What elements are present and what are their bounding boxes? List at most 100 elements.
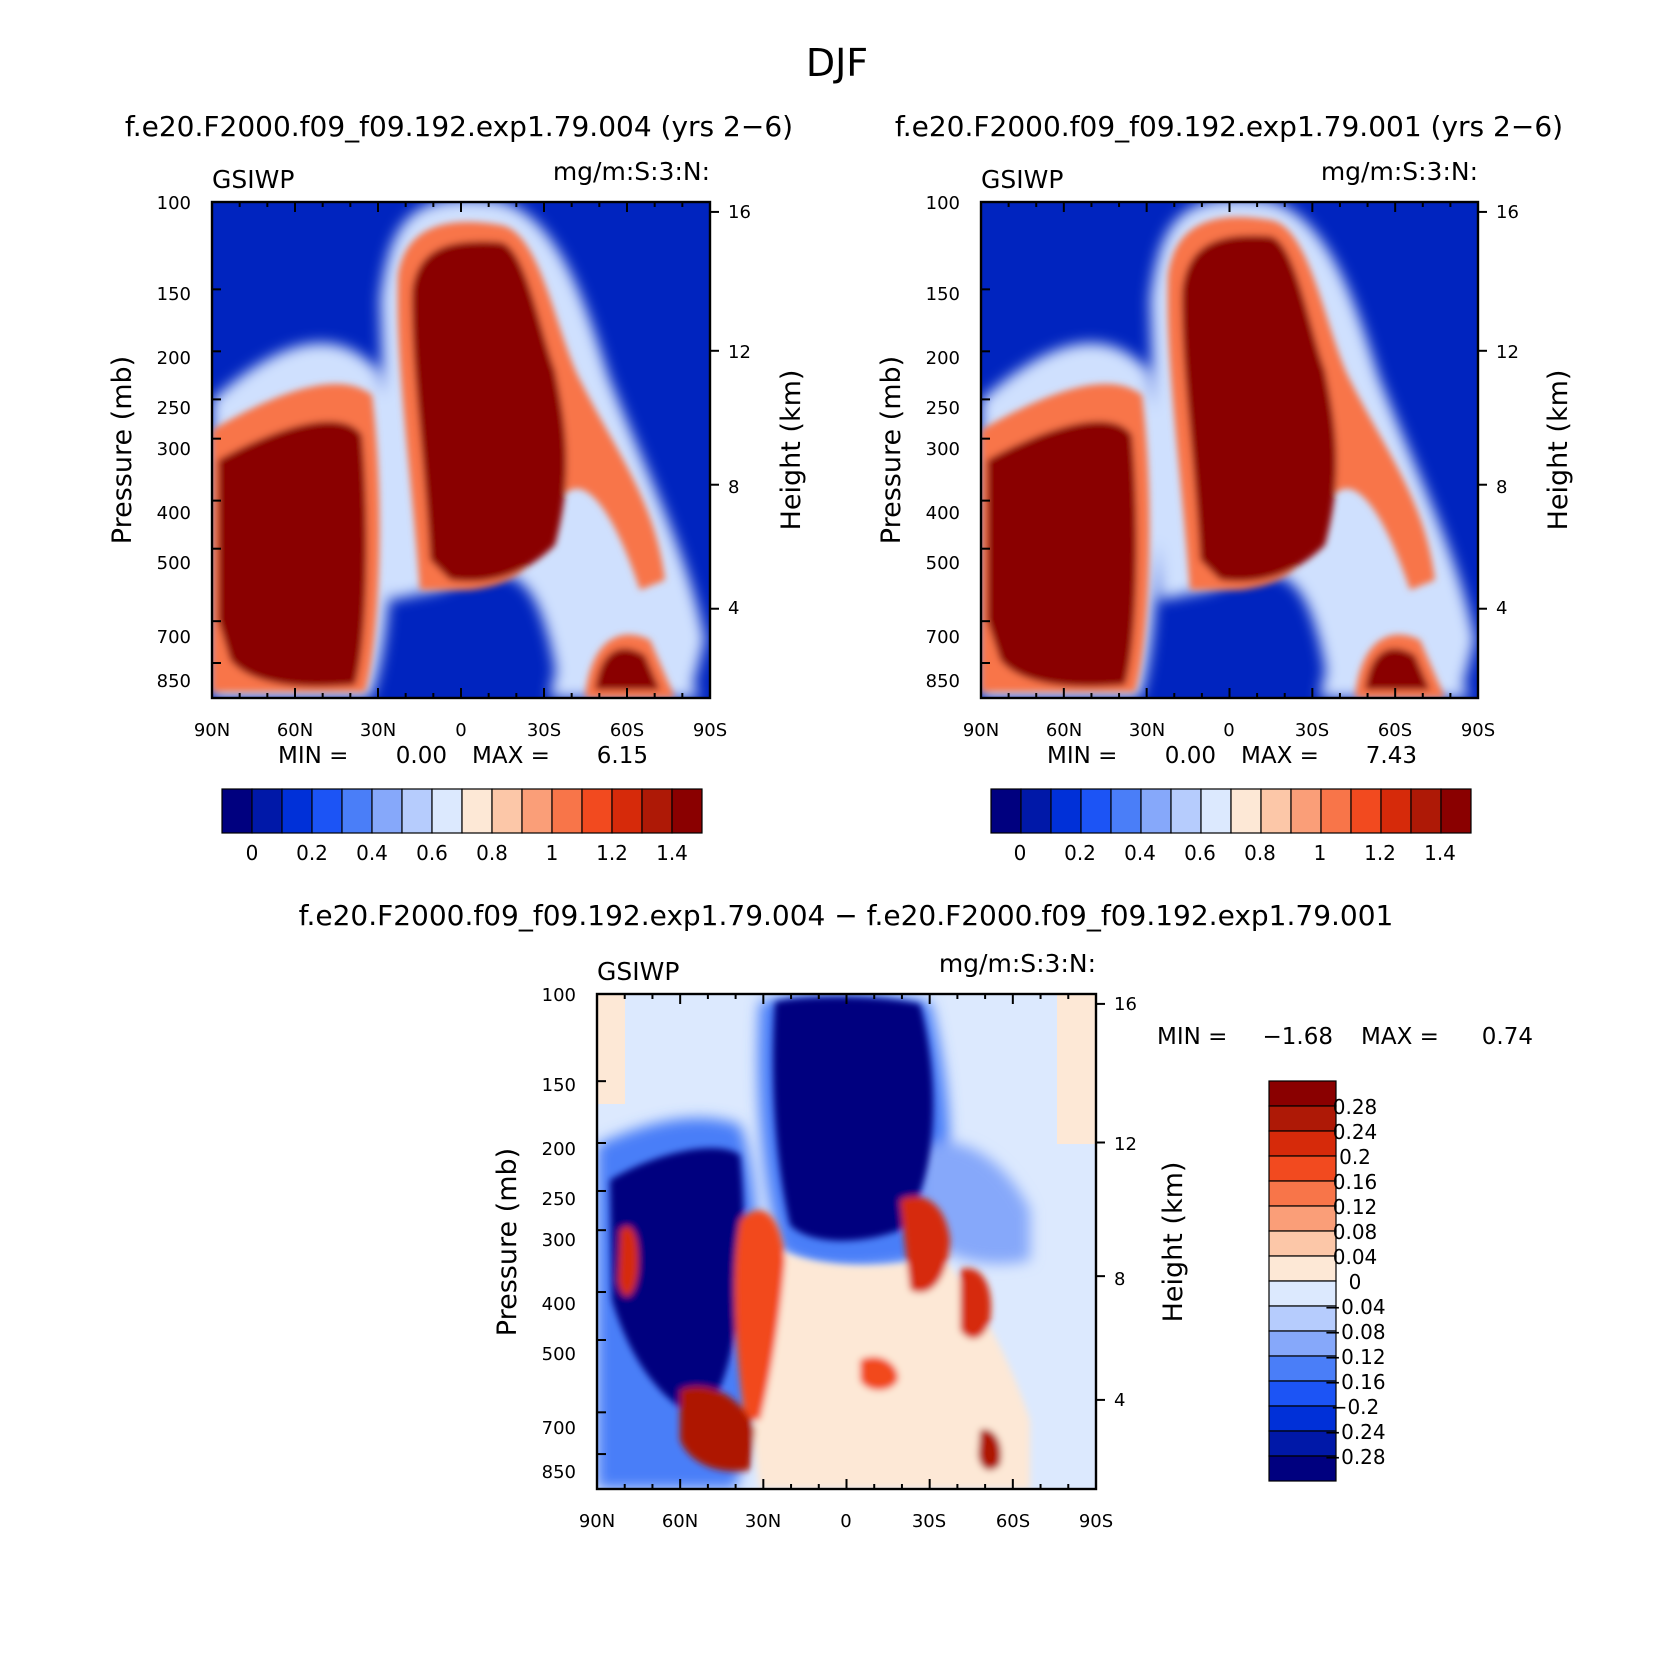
panel-control: GSIWP mg/m:S:3:N: 90N 60N 30N 0 30S 60S … [876,157,1574,865]
case-y-tick-label: 400 [157,503,191,524]
colorbar-swatch [1268,1180,1337,1207]
case-x-tick-label: 0 [455,720,466,741]
colorbar-swatch [611,788,643,834]
difference-colorbar-label: 0.12 [1333,1195,1378,1219]
colorbar-swatch [1268,1305,1337,1332]
control-colorbar-label: 0 [1014,841,1027,865]
control-colorbar-label: 1 [1314,841,1327,865]
control-x-tick-label: 60N [1046,720,1082,741]
case-y-tick-label: 100 [157,193,191,214]
difference-y-tick-label: 150 [542,1075,576,1096]
case-height-tick-label: 4 [728,598,739,619]
control-y-tick-label: 100 [926,193,960,214]
difference-height-tick-label: 8 [1114,1269,1125,1290]
control-y-tick-label: 500 [926,553,960,574]
colorbar-swatch [551,788,583,834]
control-y-right-axis-label: Height (km) [1543,370,1574,531]
colorbar-swatch [1080,788,1112,834]
difference-min-label: MIN = [1157,1024,1227,1050]
case-variable-label: GSIWP [212,165,294,194]
colorbar-swatch [1260,788,1292,834]
difference-y-tick-label: 500 [542,1344,576,1365]
difference-colorbar-label: 0 [1349,1270,1362,1294]
difference-colorbar-label: 0.28 [1333,1095,1378,1119]
colorbar-swatch [251,788,283,834]
difference-x-tick-label: 30N [745,1511,781,1532]
control-colorbar-label: 0.4 [1124,841,1156,865]
colorbar-swatch [221,788,253,834]
colorbar-swatch [1110,788,1142,834]
difference-colorbar [1268,1080,1337,1482]
difference-colorbar-label: −0.16 [1324,1370,1385,1394]
difference-height-tick-label: 12 [1114,1134,1137,1155]
difference-contour-field [597,994,1096,1489]
difference-y-tick-label: 400 [542,1294,576,1315]
colorbar-swatch [461,788,493,834]
control-x-tick-label: 30N [1129,720,1165,741]
difference-y-tick-label: 700 [542,1418,576,1439]
difference-y-tick-label: 200 [542,1139,576,1160]
colorbar-swatch [341,788,373,834]
colorbar-swatch [1268,1355,1337,1382]
difference-tick-marks [596,993,1105,1489]
case-x-tick-label: 60N [277,720,313,741]
control-colorbar [990,788,1472,834]
difference-y-tick-label: 250 [542,1189,576,1210]
colorbar-swatch [1268,1230,1337,1257]
difference-x-tick-label: 30S [912,1511,946,1532]
difference-colorbar-label: 0.04 [1333,1245,1378,1269]
difference-colorbar-label: −0.28 [1324,1445,1385,1469]
case-colorbar-label: 1.2 [596,841,628,865]
difference-colorbar-label: −0.12 [1324,1345,1385,1369]
colorbar-swatch [1380,788,1412,834]
control-variable-label: GSIWP [981,165,1063,194]
colorbar-swatch [1268,1255,1337,1282]
colorbar-swatch [1050,788,1082,834]
control-y-axis-label: Pressure (mb) [876,356,907,544]
control-height-tick-label: 4 [1496,598,1507,619]
difference-colorbar-label: 0.24 [1333,1120,1378,1144]
colorbar-swatch [1140,788,1172,834]
control-x-tick-label: 60S [1378,720,1412,741]
difference-max-value: 0.74 [1482,1024,1533,1050]
control-colorbar-label: 1.4 [1424,841,1456,865]
case-colorbar-label: 1 [546,841,559,865]
control-height-tick-label: 8 [1496,477,1507,498]
colorbar-swatch [491,788,523,834]
case-colorbar-label: 0.8 [476,841,508,865]
case-height-tick-label: 16 [728,202,751,223]
case-colorbar [221,788,703,834]
difference-units-label: mg/m:S:3:N: [939,949,1096,978]
control-height-tick-label: 16 [1496,202,1519,223]
figure-title: DJF [806,41,868,85]
difference-colorbar-label: −0.2 [1331,1395,1380,1419]
colorbar-swatch [1268,1405,1337,1432]
colorbar-swatch [1410,788,1442,834]
case-y-tick-labels: 100 150 200 250 300 400 500 700 850 [157,193,191,692]
difference-y-tick-label: 850 [542,1462,576,1483]
case-colorbar-label: 0.6 [416,841,448,865]
difference-max-label: MAX = [1361,1024,1439,1050]
case-colorbar-label: 0.2 [296,841,328,865]
case-y-tick-label: 850 [157,671,191,692]
colorbar-swatch [641,788,673,834]
control-y-tick-label: 150 [926,284,960,305]
control-y-tick-label: 850 [926,671,960,692]
colorbar-swatch [1268,1205,1337,1232]
colorbar-swatch [371,788,403,834]
difference-colorbar-label: 0.08 [1333,1220,1378,1244]
case-x-tick-label: 90N [194,720,230,741]
control-units-label: mg/m:S:3:N: [1321,157,1478,186]
difference-y-tick-label: 100 [542,985,576,1006]
case-x-tick-label: 90S [693,720,727,741]
case-y-tick-label: 150 [157,284,191,305]
case-y-right-tick-labels: 16 12 8 4 [728,202,751,619]
control-y-tick-labels: 100 150 200 250 300 400 500 700 850 [926,193,960,692]
control-x-tick-label: 30S [1295,720,1329,741]
control-y-right-tick-labels: 16 12 8 4 [1496,202,1519,619]
difference-min-value: −1.68 [1263,1024,1333,1050]
difference-colorbar-label: 0.2 [1339,1145,1371,1169]
colorbar-swatch [1020,788,1052,834]
difference-colorbar-label: 0.16 [1333,1170,1378,1194]
